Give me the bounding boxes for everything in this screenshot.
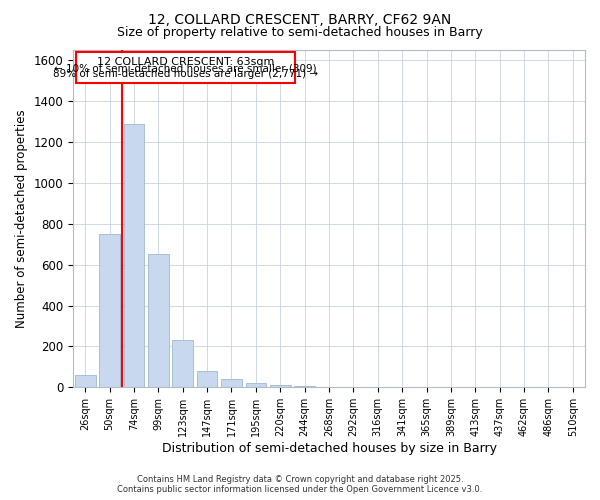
X-axis label: Distribution of semi-detached houses by size in Barry: Distribution of semi-detached houses by … (161, 442, 497, 455)
Y-axis label: Number of semi-detached properties: Number of semi-detached properties (15, 110, 28, 328)
Bar (172, 340, 193, 388)
Text: 89% of semi-detached houses are larger (2,771) →: 89% of semi-detached houses are larger (… (53, 70, 318, 80)
Bar (294, 386, 315, 388)
Bar (270, 386, 290, 388)
Bar (124, 124, 145, 388)
Bar (99, 234, 120, 388)
Text: Contains HM Land Registry data © Crown copyright and database right 2025.
Contai: Contains HM Land Registry data © Crown c… (118, 474, 482, 494)
Bar (197, 371, 217, 388)
FancyBboxPatch shape (76, 52, 295, 82)
Bar (148, 254, 169, 388)
Text: Size of property relative to semi-detached houses in Barry: Size of property relative to semi-detach… (117, 26, 483, 39)
Bar (221, 379, 242, 388)
Text: ← 10% of semi-detached houses are smaller (309): ← 10% of semi-detached houses are smalle… (55, 64, 317, 74)
Bar (245, 384, 266, 388)
Text: 12, COLLARD CRESCENT, BARRY, CF62 9AN: 12, COLLARD CRESCENT, BARRY, CF62 9AN (148, 12, 452, 26)
Text: 12 COLLARD CRESCENT: 63sqm: 12 COLLARD CRESCENT: 63sqm (97, 56, 274, 66)
Bar (75, 375, 95, 388)
